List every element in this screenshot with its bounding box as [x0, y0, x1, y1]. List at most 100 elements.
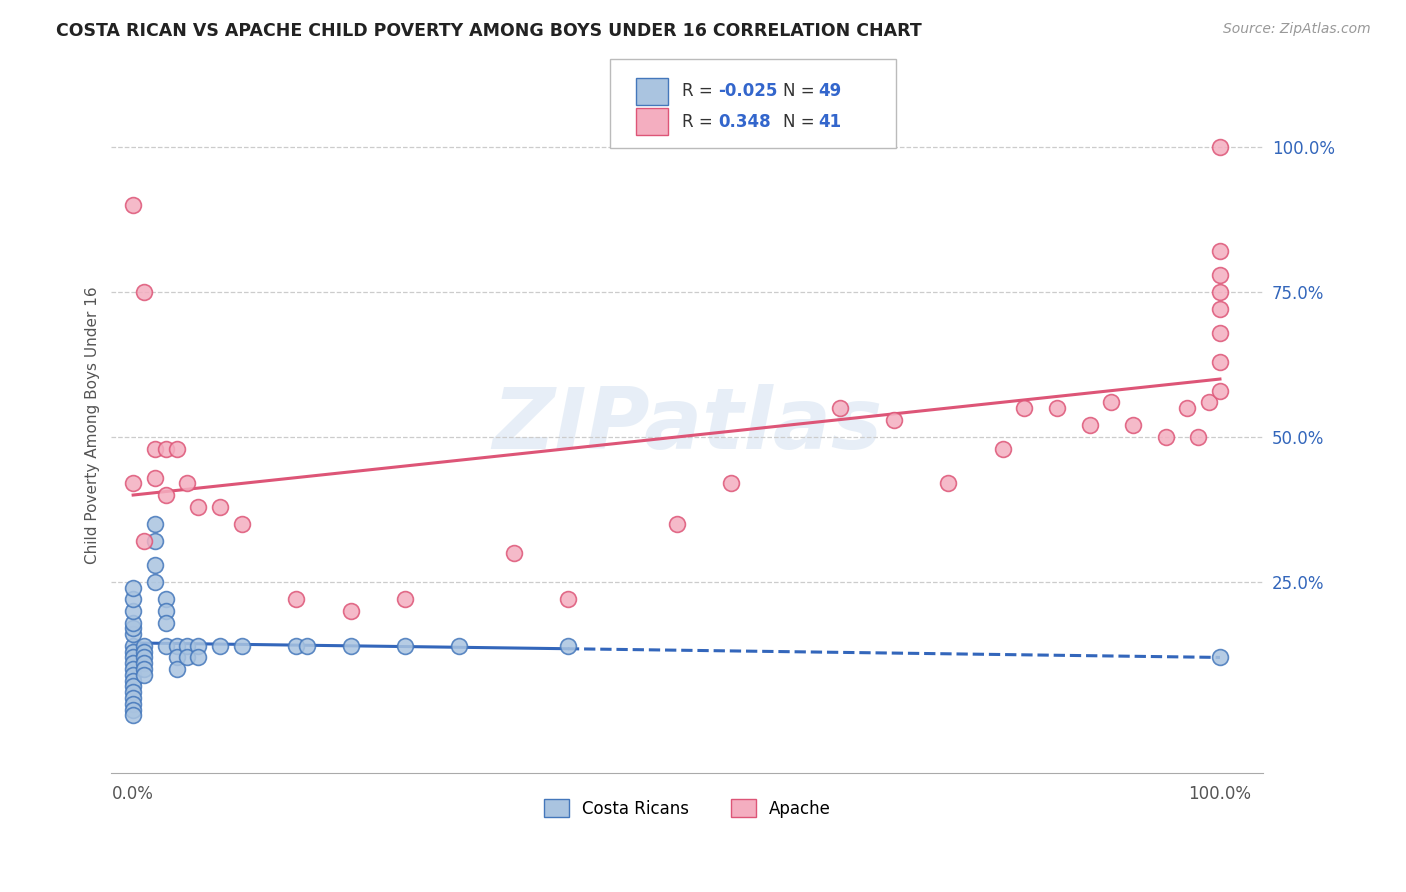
Text: N =: N = — [783, 112, 820, 130]
Point — [122, 650, 145, 665]
Point — [1209, 326, 1232, 340]
Point — [1209, 650, 1232, 665]
Point — [1209, 268, 1232, 282]
Legend: Costa Ricans, Apache: Costa Ricans, Apache — [537, 793, 838, 824]
Point — [176, 476, 198, 491]
Point — [883, 412, 905, 426]
Point — [132, 657, 155, 671]
Text: Source: ZipAtlas.com: Source: ZipAtlas.com — [1223, 22, 1371, 37]
Point — [339, 604, 361, 618]
Point — [143, 442, 166, 456]
Point — [176, 639, 198, 653]
Point — [132, 534, 155, 549]
Point — [1209, 384, 1232, 398]
Point — [122, 673, 145, 688]
Point — [155, 488, 177, 502]
Point — [132, 285, 155, 299]
Point — [231, 516, 253, 531]
Point — [285, 639, 308, 653]
Point — [1154, 430, 1177, 444]
Point — [1175, 401, 1198, 415]
Point — [828, 401, 851, 415]
Y-axis label: Child Poverty Among Boys Under 16: Child Poverty Among Boys Under 16 — [86, 286, 100, 565]
Text: ZIPatlas: ZIPatlas — [492, 384, 883, 467]
Point — [132, 668, 155, 682]
Point — [122, 662, 145, 676]
Point — [557, 639, 579, 653]
Point — [1209, 285, 1232, 299]
Point — [1209, 302, 1232, 317]
Point — [122, 615, 145, 630]
Point — [1122, 418, 1144, 433]
Point — [122, 581, 145, 595]
Point — [394, 639, 416, 653]
Point — [122, 592, 145, 607]
Text: 49: 49 — [818, 82, 842, 100]
Point — [394, 592, 416, 607]
Point — [1209, 244, 1232, 259]
Point — [991, 442, 1014, 456]
Point — [143, 470, 166, 484]
Point — [1078, 418, 1101, 433]
Point — [231, 639, 253, 653]
Point — [166, 650, 188, 665]
Point — [143, 534, 166, 549]
Point — [122, 198, 145, 212]
Point — [187, 639, 209, 653]
Point — [155, 442, 177, 456]
Point — [143, 516, 166, 531]
Point — [209, 500, 232, 514]
Point — [295, 639, 318, 653]
Point — [155, 604, 177, 618]
Point — [1099, 395, 1122, 409]
Point — [122, 622, 145, 636]
Point — [285, 592, 308, 607]
Point — [502, 546, 524, 560]
Point — [1198, 395, 1220, 409]
Point — [132, 662, 155, 676]
Point — [122, 708, 145, 723]
Point — [122, 703, 145, 717]
Point — [122, 668, 145, 682]
Point — [339, 639, 361, 653]
Point — [122, 639, 145, 653]
Point — [155, 592, 177, 607]
Point — [155, 615, 177, 630]
Text: R =: R = — [682, 112, 718, 130]
Point — [1209, 140, 1232, 154]
Text: N =: N = — [783, 82, 820, 100]
Point — [122, 476, 145, 491]
Point — [209, 639, 232, 653]
Text: 41: 41 — [818, 112, 841, 130]
Point — [122, 645, 145, 659]
Point — [720, 476, 742, 491]
Point — [122, 697, 145, 711]
Point — [166, 442, 188, 456]
Point — [122, 680, 145, 694]
Point — [557, 592, 579, 607]
Point — [449, 639, 471, 653]
Point — [187, 650, 209, 665]
Point — [936, 476, 959, 491]
Text: COSTA RICAN VS APACHE CHILD POVERTY AMONG BOYS UNDER 16 CORRELATION CHART: COSTA RICAN VS APACHE CHILD POVERTY AMON… — [56, 22, 922, 40]
Point — [665, 516, 688, 531]
Point — [122, 604, 145, 618]
Point — [132, 639, 155, 653]
Point — [176, 650, 198, 665]
Point — [122, 627, 145, 641]
Point — [143, 558, 166, 572]
Point — [1014, 401, 1036, 415]
Point — [143, 575, 166, 590]
Point — [1209, 354, 1232, 368]
Point — [1187, 430, 1209, 444]
Point — [1046, 401, 1069, 415]
Text: -0.025: -0.025 — [718, 82, 778, 100]
Point — [122, 657, 145, 671]
Point — [187, 500, 209, 514]
Point — [166, 662, 188, 676]
Text: R =: R = — [682, 82, 718, 100]
Point — [122, 691, 145, 706]
Point — [155, 639, 177, 653]
Point — [122, 685, 145, 699]
Point — [132, 650, 155, 665]
